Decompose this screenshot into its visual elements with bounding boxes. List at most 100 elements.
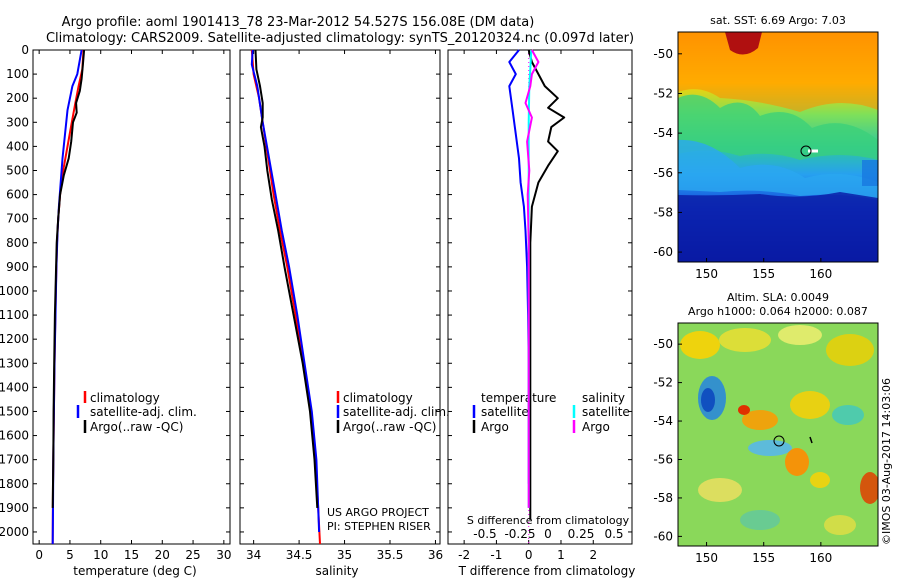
map-y-tick-label: -54: [653, 126, 673, 140]
legend-satellite-adj: satellite-adj. clim.: [90, 405, 197, 419]
legend-s-argo: Argo: [582, 420, 610, 434]
s-tick-label: -0.5: [473, 527, 496, 541]
sla-map-subtitle: Argo h1000: 0.064 h2000: 0.087: [688, 305, 868, 318]
s-difference-label: S difference from climatology: [467, 514, 630, 527]
salinity-legend: climatology satellite-adj. clim. Argo(..…: [327, 391, 450, 533]
imos-stamp: ©IMOS 03-Aug-2017 14:03:06: [880, 378, 893, 545]
map-y-tick-label: -54: [653, 414, 673, 428]
map-y-tick-label: -52: [653, 86, 673, 100]
credit-pi: PI: STEPHEN RISER: [327, 520, 431, 533]
credit-project: US ARGO PROJECT: [327, 506, 429, 519]
legend-head-salinity: salinity: [582, 391, 625, 405]
s-difference-ticks: -0.5 -0.25 0 0.25 0.5: [473, 527, 623, 541]
x-tick-label: 0: [525, 548, 533, 562]
sla-map-frame: [677, 322, 879, 547]
salinity-plot-frame: [239, 49, 441, 545]
series-line-satellite-adj-clim-: [250, 49, 321, 533]
map-y-tick-label: -56: [653, 166, 673, 180]
depth-tick-label: 1800: [0, 477, 29, 491]
map-y-tick-label: -58: [653, 205, 673, 219]
legend-climatology: climatology: [90, 391, 160, 405]
x-tick-label: -2: [458, 548, 470, 562]
map-axes: -50 -52 -54 -56 -58 -60 150 155 160 -50 -52 -54 -56 -…: [653, 47, 832, 565]
sst-field: [678, 32, 878, 262]
difference-plot-frame: [447, 49, 633, 545]
map-y-tick-label: -50: [653, 337, 673, 351]
x-tick-label: 10: [93, 548, 108, 562]
x-tick-label: 1: [557, 548, 565, 562]
legend-argo: Argo(..raw -QC): [343, 420, 436, 434]
map-x-tick-label: 160: [809, 267, 832, 281]
sst-map: sat. SST: 6.69 Argo: 7.03: [677, 14, 879, 263]
x-tick-label: 34.5: [286, 548, 313, 562]
x-tick-label: 2: [589, 548, 597, 562]
depth-tick-label: 900: [6, 260, 29, 274]
map-x-tick-label: 155: [752, 551, 775, 565]
depth-tick-label: 2000: [0, 525, 29, 539]
x-tick-label: 25: [185, 548, 200, 562]
difference-panel: -2 -1 0 1 2: [447, 49, 633, 562]
depth-tick-label: 300: [6, 115, 29, 129]
depth-tick-label: 1900: [0, 501, 29, 515]
map-x-tick-label: 160: [809, 551, 832, 565]
series-line-argo-raw-qc-: [51, 49, 86, 508]
sla-field: [678, 323, 878, 546]
legend-satellite-adj: satellite-adj. clim.: [343, 405, 450, 419]
map-y-tick-label: -56: [653, 452, 673, 466]
legend-head-temperature: temperature: [481, 391, 556, 405]
s-tick-label: 0.25: [568, 527, 595, 541]
series-line-argo-raw-qc-: [254, 49, 319, 508]
legend-climatology: climatology: [343, 391, 413, 405]
x-tick-label: 36: [428, 548, 443, 562]
x-tick-label: 35.5: [377, 548, 404, 562]
depth-tick-label: 200: [6, 91, 29, 105]
depth-tick-label: 1600: [0, 429, 29, 443]
legend-argo: Argo(..raw -QC): [90, 420, 183, 434]
depth-tick-label: 400: [6, 139, 29, 153]
salinity-xlabel: salinity: [315, 564, 358, 578]
difference-xlabel: T difference from climatology: [458, 564, 636, 578]
temperature-plot-frame: [32, 49, 231, 545]
depth-tick-label: 500: [6, 163, 29, 177]
s-tick-label: 0.5: [604, 527, 623, 541]
temperature-legend: climatology satellite-adj. clim. Argo(..…: [76, 391, 197, 434]
title-line-1: Argo profile: aoml 1901413_78 23-Mar-201…: [62, 15, 535, 30]
legend-s-satellite: satellite: [582, 405, 630, 419]
profile-lines: [51, 49, 566, 545]
map-y-tick-label: -58: [653, 491, 673, 505]
depth-tick-label: 1700: [0, 453, 29, 467]
series-line-salinity-argo: [524, 49, 540, 508]
series-line-temperature-argo: [527, 49, 566, 520]
difference-legend: temperature salinity satellite Argo sate…: [467, 391, 630, 527]
sst-map-frame: [677, 31, 879, 263]
sst-argo-marker: [800, 145, 812, 157]
legend-t-satellite: satellite: [481, 405, 529, 419]
sla-argo-marker: [773, 435, 785, 447]
depth-axis: 0 100 200 300 400 500 600 700 800 900 1000 1100 1200…: [0, 43, 632, 539]
title-line-2: Climatology: CARS2009. Satellite-adjuste…: [46, 31, 634, 46]
map-x-tick-label: 155: [752, 267, 775, 281]
x-tick-label: 30: [216, 548, 231, 562]
map-y-tick-label: -52: [653, 376, 673, 390]
temperature-panel: 0 5 10 15 20 25 30: [32, 49, 231, 562]
legend-t-argo: Argo: [481, 420, 509, 434]
series-line-climatology: [51, 49, 85, 545]
s-tick-label: -0.25: [504, 527, 535, 541]
x-tick-label: 5: [66, 548, 74, 562]
depth-tick-label: 1300: [0, 356, 29, 370]
map-y-tick-label: -60: [653, 245, 673, 259]
x-tick-label: 0: [35, 548, 43, 562]
depth-tick-label: 1400: [0, 380, 29, 394]
depth-tick-label: 1200: [0, 332, 29, 346]
depth-tick-label: 1500: [0, 404, 29, 418]
sst-map-title: sat. SST: 6.69 Argo: 7.03: [710, 14, 846, 27]
depth-tick-label: 700: [6, 212, 29, 226]
depth-tick-label: 1000: [0, 284, 29, 298]
x-tick-label: 34: [246, 548, 261, 562]
x-tick-label: 15: [124, 548, 139, 562]
depth-tick-label: 1100: [0, 308, 29, 322]
map-y-tick-label: -60: [653, 529, 673, 543]
x-tick-label: 35: [337, 548, 352, 562]
depth-tick-label: 0: [21, 43, 29, 57]
